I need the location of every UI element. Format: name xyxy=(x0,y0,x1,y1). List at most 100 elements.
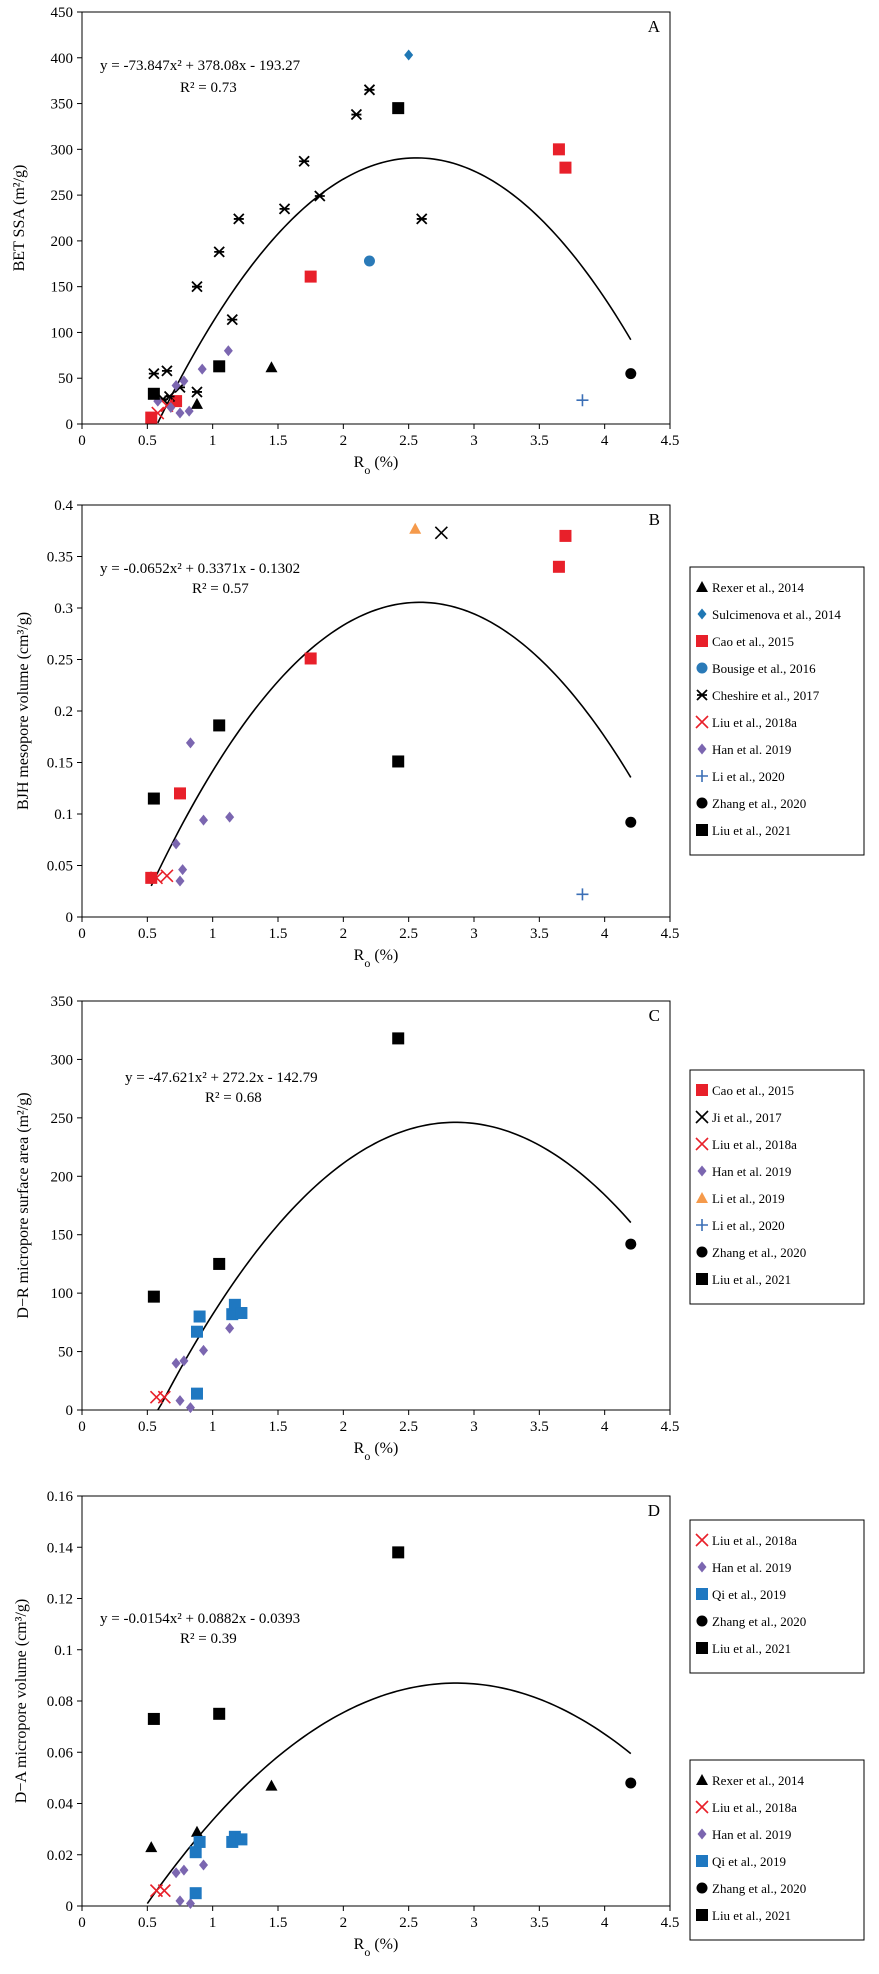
data-point xyxy=(145,411,158,424)
x-tick-label: 4 xyxy=(601,1419,609,1435)
data-point xyxy=(235,1833,248,1846)
chart-panel-d: 0 0.5 1 1.5 2 2.5 3 3.5 4 4.5 0 0.02 0.04 0.06 0.08 0.1… xyxy=(13,1489,865,1959)
legend-marker xyxy=(696,1855,708,1867)
series-ji-et-al-2017 xyxy=(434,526,448,540)
legend-marker xyxy=(696,1273,708,1285)
x-tick-label: 4 xyxy=(601,926,609,942)
data-point xyxy=(147,387,160,400)
panel-label: A xyxy=(648,17,661,36)
legend-entry: Li et al., 2020 xyxy=(712,769,785,784)
legend-marker xyxy=(695,1110,709,1124)
x-axis-label: Ro (%) xyxy=(354,454,399,477)
data-point xyxy=(193,1835,206,1848)
legend-marker xyxy=(696,689,708,701)
y-tick-label: 300 xyxy=(51,1052,74,1068)
series-liu-et-al-2021 xyxy=(147,1032,405,1303)
fit-curve xyxy=(150,601,632,887)
data-point xyxy=(170,395,183,408)
fit-curve xyxy=(157,1121,632,1411)
y-axis-label: BJH mesopore volume (cm³/g) xyxy=(15,612,32,810)
y-tick-label: 0 xyxy=(66,1403,74,1419)
legend-entry: Sulcimenova et al., 2014 xyxy=(712,607,841,622)
data-point xyxy=(199,1344,209,1356)
data-point xyxy=(175,1895,185,1907)
data-point xyxy=(392,755,405,768)
y-tick-label: 350 xyxy=(51,994,74,1010)
legend-box xyxy=(689,1519,865,1674)
y-tick-label: 0.04 xyxy=(47,1797,74,1813)
legend-entry: Han et al. 2019 xyxy=(712,1560,791,1575)
legend: Rexer et al., 2014 Sulcimenova et al., 20… xyxy=(689,566,865,856)
data-point xyxy=(625,368,637,380)
legend-marker xyxy=(696,770,708,782)
legend-marker xyxy=(696,1219,708,1231)
data-point xyxy=(171,380,181,392)
y-tick-label: 0.06 xyxy=(47,1745,74,1761)
y-tick-label: 0.25 xyxy=(47,653,73,669)
y-axis-label: D−R micropore surface area (m²/g) xyxy=(15,1092,32,1318)
x-tick-label: 3.5 xyxy=(530,926,549,942)
legend-box xyxy=(689,1759,865,1941)
fit-r-squared: R² = 0.39 xyxy=(180,1631,237,1647)
x-tick-label: 0 xyxy=(78,926,86,942)
y-axis-label: D−A micropore volume (cm³/g) xyxy=(13,1599,30,1803)
y-axis-label: BET SSA (m²/g) xyxy=(11,165,28,272)
y-tick-label: 200 xyxy=(51,234,74,250)
y-tick-label: 0.15 xyxy=(47,756,73,772)
x-tick-label: 2 xyxy=(340,926,348,942)
x-tick-label: 0.5 xyxy=(138,926,157,942)
data-point xyxy=(213,719,226,732)
legend-entry: Zhang et al., 2020 xyxy=(712,1614,806,1629)
x-tick-label: 1 xyxy=(209,1915,217,1931)
legend-entry: Liu et al., 2018a xyxy=(712,1137,797,1152)
x-tick-label: 0.5 xyxy=(138,1419,157,1435)
x-tick-label: 4.5 xyxy=(661,433,680,449)
series-bousige-et-al-2016 xyxy=(363,255,375,267)
legend-entry: Qi et al., 2019 xyxy=(712,1854,786,1869)
data-point xyxy=(298,155,310,167)
x-tick-label: 1 xyxy=(209,433,217,449)
data-point xyxy=(392,102,405,115)
x-axis-label: Ro (%) xyxy=(354,947,399,970)
fit-r-squared: R² = 0.73 xyxy=(180,80,237,96)
plot-area xyxy=(81,1495,671,1907)
y-tick-label: 150 xyxy=(51,280,74,296)
y-tick-label: 350 xyxy=(51,97,74,113)
data-point xyxy=(278,203,291,215)
x-tick-label: 4.5 xyxy=(661,926,680,942)
data-point xyxy=(404,49,414,61)
data-point xyxy=(559,161,572,174)
y-tick-label: 0 xyxy=(66,417,74,433)
data-point xyxy=(576,888,589,901)
x-tick-label: 1 xyxy=(209,1419,217,1435)
data-point xyxy=(171,838,181,850)
data-point xyxy=(235,1307,248,1320)
data-point xyxy=(576,394,589,407)
data-point xyxy=(226,313,238,326)
data-point xyxy=(625,1238,637,1250)
x-tick-label: 2 xyxy=(340,1419,348,1435)
y-tick-label: 0.4 xyxy=(54,498,73,514)
y-tick-label: 50 xyxy=(58,1345,73,1361)
legend-marker xyxy=(696,1774,708,1785)
series-qi-et-al-2019 xyxy=(190,1298,248,1400)
fit-curve xyxy=(157,157,632,424)
y-tick-label: 0.12 xyxy=(47,1592,73,1608)
y-tick-label: 450 xyxy=(51,5,74,21)
data-point xyxy=(304,270,317,283)
legend-marker xyxy=(695,1800,709,1814)
data-point xyxy=(185,1402,195,1414)
legend: Liu et al., 2018a Han et al. 2019 Qi et al… xyxy=(689,1519,865,1674)
panel-label: B xyxy=(649,510,660,529)
series-liu-et-al-2018a xyxy=(149,1884,171,1898)
series-liu-et-al-2018a xyxy=(149,1390,171,1404)
data-point xyxy=(265,361,278,373)
x-tick-label: 0 xyxy=(78,1915,86,1931)
legend-entry: Liu et al., 2021 xyxy=(712,823,791,838)
x-tick-label: 3.5 xyxy=(530,433,549,449)
data-point xyxy=(233,213,245,225)
series-liu-et-al-2021 xyxy=(147,102,405,400)
data-point xyxy=(179,1355,189,1367)
data-point xyxy=(147,1712,160,1725)
y-tick-label: 0.16 xyxy=(47,1489,74,1505)
